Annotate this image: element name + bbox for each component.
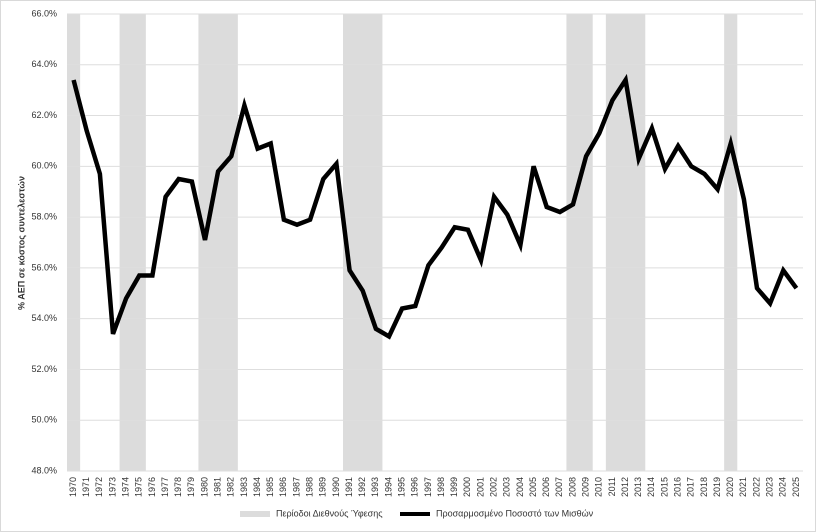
x-tick-label: 2011	[607, 477, 617, 496]
x-tick-label: 2000	[462, 477, 472, 497]
x-tick-label: 1999	[449, 477, 459, 497]
x-tick-label: 1972	[94, 477, 104, 497]
recession-band	[67, 14, 81, 471]
x-tick-label: 2018	[699, 477, 709, 497]
x-tick-label: 2022	[751, 477, 761, 497]
recession-band	[119, 14, 146, 471]
x-tick-label: 1997	[423, 477, 433, 497]
recession-band	[198, 14, 238, 471]
y-tick-label: 62.0%	[31, 110, 57, 120]
x-tick-label: 2024	[778, 477, 788, 497]
x-tick-label: 1984	[252, 477, 262, 497]
x-tick-label: 1975	[134, 477, 144, 497]
x-tick-label: 1988	[305, 477, 315, 497]
x-tick-label: 1986	[278, 477, 288, 497]
x-tick-label: 2002	[489, 477, 499, 497]
x-tick-label: 1977	[160, 477, 170, 497]
y-tick-label: 66.0%	[31, 8, 57, 18]
x-tick-label: 2005	[528, 477, 538, 497]
x-tick-label: 2014	[646, 477, 656, 497]
x-tick-label: 1993	[370, 477, 380, 497]
x-tick-label: 1976	[147, 477, 157, 497]
y-tick-label: 60.0%	[31, 161, 57, 171]
legend-swatch	[240, 511, 270, 517]
recession-band	[566, 14, 593, 471]
x-tick-label: 1970	[68, 477, 78, 497]
x-tick-label: 2023	[765, 477, 775, 497]
y-tick-label: 52.0%	[31, 364, 57, 374]
x-tick-label: 1992	[357, 477, 367, 497]
x-tick-label: 2009	[581, 477, 591, 497]
y-tick-label: 64.0%	[31, 59, 57, 69]
x-tick-label: 2004	[515, 477, 525, 497]
recession-band	[343, 14, 383, 471]
x-tick-label: 1987	[291, 477, 301, 497]
x-tick-label: 1989	[318, 477, 328, 497]
x-tick-label: 2012	[620, 477, 630, 497]
x-tick-label: 1979	[186, 477, 196, 497]
x-tick-label: 1991	[344, 477, 354, 497]
x-tick-label: 1995	[397, 477, 407, 497]
x-tick-label: 2016	[673, 477, 683, 497]
x-tick-label: 2021	[738, 477, 748, 497]
x-tick-label: 1971	[81, 477, 91, 497]
x-tick-label: 2010	[594, 477, 604, 497]
x-tick-label: 1996	[410, 477, 420, 497]
x-tick-label: 1981	[213, 477, 223, 497]
x-tick-label: 1974	[121, 477, 131, 497]
recession-band	[724, 14, 738, 471]
x-tick-label: 2006	[541, 477, 551, 497]
x-tick-label: 2013	[633, 477, 643, 497]
x-tick-label: 2020	[725, 477, 735, 497]
y-tick-label: 50.0%	[31, 415, 57, 425]
x-tick-label: 2008	[567, 477, 577, 497]
x-tick-label: 1998	[436, 477, 446, 497]
x-tick-label: 1978	[173, 477, 183, 497]
x-tick-label: 1985	[265, 477, 275, 497]
x-tick-label: 2007	[554, 477, 564, 497]
x-tick-label: 1973	[107, 477, 117, 497]
x-tick-label: 2015	[659, 477, 669, 497]
legend-label: Περίοδοι Διεθνούς Ύφεσης	[276, 508, 383, 518]
x-tick-label: 1982	[226, 477, 236, 497]
series-line	[71, 73, 799, 340]
x-tick-label: 1983	[239, 477, 249, 497]
legend-label: Προσαρμοσμένο Ποσοστό των Μισθών	[436, 508, 594, 518]
x-tick-label: 2019	[712, 477, 722, 497]
x-tick-label: 2001	[475, 477, 485, 497]
x-tick-label: 1994	[383, 477, 393, 497]
x-tick-label: 2017	[686, 477, 696, 497]
y-tick-label: 54.0%	[31, 313, 57, 323]
x-tick-label: 2025	[791, 477, 801, 497]
y-tick-label: 56.0%	[31, 262, 57, 272]
x-tick-label: 2003	[502, 477, 512, 497]
y-tick-label: 48.0%	[31, 465, 57, 475]
x-tick-label: 1980	[199, 477, 209, 497]
y-tick-label: 58.0%	[31, 211, 57, 221]
y-axis-title: % ΑΕΠ σε κόστος συντελεστών	[16, 176, 26, 310]
x-tick-label: 1990	[331, 477, 341, 497]
